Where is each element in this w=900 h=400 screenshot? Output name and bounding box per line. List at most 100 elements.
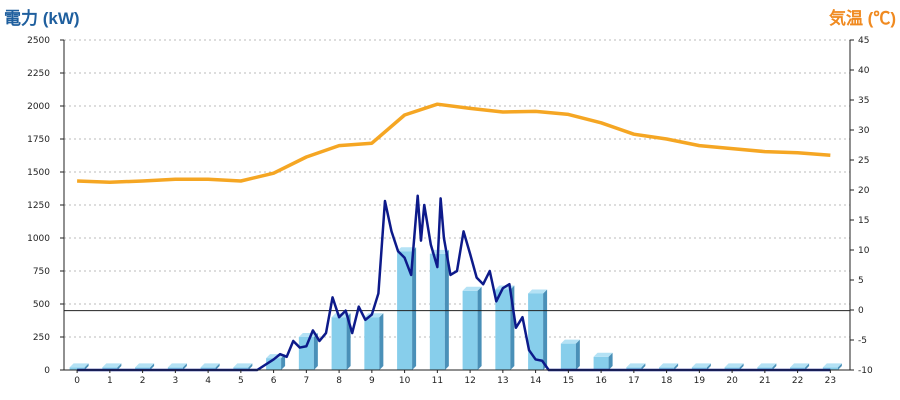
bar-series: [69, 247, 842, 370]
bar-top: [167, 363, 187, 368]
bar: [790, 363, 810, 370]
right-tick-label: 5: [858, 276, 864, 286]
right-tick-label: 0: [858, 306, 864, 316]
x-tick-label: 3: [172, 376, 178, 386]
bar-front: [790, 367, 806, 370]
bar-top: [462, 286, 482, 291]
bar: [724, 363, 744, 370]
bar-side: [837, 363, 842, 370]
bar-front: [691, 367, 707, 370]
bar-side: [674, 363, 679, 370]
bar-front: [331, 317, 347, 370]
bar-side: [805, 363, 810, 370]
left-tick-label: 250: [33, 333, 50, 343]
x-tick-label: 8: [336, 376, 342, 386]
bar-front: [626, 367, 642, 370]
bar-side: [706, 363, 711, 370]
bar-side: [150, 363, 155, 370]
bar-front: [298, 337, 314, 370]
x-tick-label: 13: [497, 376, 508, 386]
x-tick-label: 11: [432, 376, 443, 386]
bar-front: [364, 317, 380, 370]
x-tick-label: 5: [238, 376, 244, 386]
bar: [822, 363, 842, 370]
axes: 02505007501000125015001750200022502500-1…: [27, 36, 873, 386]
right-tick-label: 45: [858, 36, 869, 46]
bar-top: [626, 363, 646, 368]
bar-top: [429, 249, 449, 254]
bar-top: [200, 363, 220, 368]
bar-front: [167, 367, 183, 370]
bar: [233, 363, 253, 370]
bar-top: [790, 363, 810, 368]
left-tick-label: 1750: [27, 135, 50, 145]
bar-side: [412, 247, 417, 370]
bar-side: [215, 363, 220, 370]
bar: [167, 363, 187, 370]
right-axis-title: 気温 (℃): [828, 9, 896, 28]
bar-side: [543, 289, 548, 370]
bar-side: [117, 363, 122, 370]
bar-side: [84, 363, 89, 370]
bar-top: [691, 363, 711, 368]
left-tick-label: 0: [44, 366, 50, 376]
bar-top: [69, 363, 89, 368]
right-tick-label: 15: [858, 216, 869, 226]
bar-side: [772, 363, 777, 370]
left-tick-label: 2000: [27, 102, 50, 112]
right-tick-label: 20: [858, 186, 870, 196]
grid-lines: [64, 39, 850, 371]
bar-top: [724, 363, 744, 368]
bar-side: [608, 352, 613, 370]
x-tick-label: 20: [726, 376, 738, 386]
bar: [429, 249, 449, 370]
bar-front: [560, 343, 576, 370]
left-axis-title: 電力 (kW): [4, 9, 80, 28]
bar-side: [739, 363, 744, 370]
bar-side: [313, 333, 318, 370]
bar-side: [379, 313, 384, 370]
x-tick-label: 14: [530, 376, 542, 386]
x-tick-label: 7: [303, 376, 309, 386]
x-tick-label: 15: [563, 376, 574, 386]
bar-side: [444, 249, 449, 370]
bar: [593, 352, 613, 370]
bar-top: [822, 363, 842, 368]
bar-front: [495, 289, 511, 370]
x-tick-label: 4: [205, 376, 211, 386]
bar-front: [233, 367, 249, 370]
left-tick-label: 1500: [27, 168, 50, 178]
x-tick-label: 12: [464, 376, 475, 386]
right-tick-label: 35: [858, 96, 869, 106]
right-tick-label: -5: [858, 336, 867, 346]
bar-top: [233, 363, 253, 368]
bar-side: [641, 363, 646, 370]
bar-top: [102, 363, 122, 368]
x-tick-label: 18: [661, 376, 673, 386]
power-line: [77, 194, 831, 372]
x-tick-label: 9: [369, 376, 375, 386]
bar: [69, 363, 89, 370]
bar-front: [724, 367, 740, 370]
left-tick-label: 2500: [27, 36, 50, 46]
bar-front: [429, 253, 445, 370]
bar-front: [528, 293, 544, 370]
x-tick-label: 1: [107, 376, 113, 386]
left-tick-label: 2250: [27, 69, 50, 79]
bar: [626, 363, 646, 370]
bar-front: [135, 367, 151, 370]
left-tick-label: 750: [33, 267, 50, 277]
bar: [135, 363, 155, 370]
bar-front: [659, 367, 675, 370]
bar-front: [593, 356, 609, 370]
bar-front: [200, 367, 216, 370]
bar-side: [182, 363, 187, 370]
x-tick-label: 16: [595, 376, 607, 386]
x-tick-label: 23: [825, 376, 836, 386]
bar-front: [462, 290, 478, 370]
bar: [462, 286, 482, 370]
bar-top: [298, 333, 318, 337]
bar-side: [281, 354, 286, 370]
bar-top: [593, 352, 613, 357]
